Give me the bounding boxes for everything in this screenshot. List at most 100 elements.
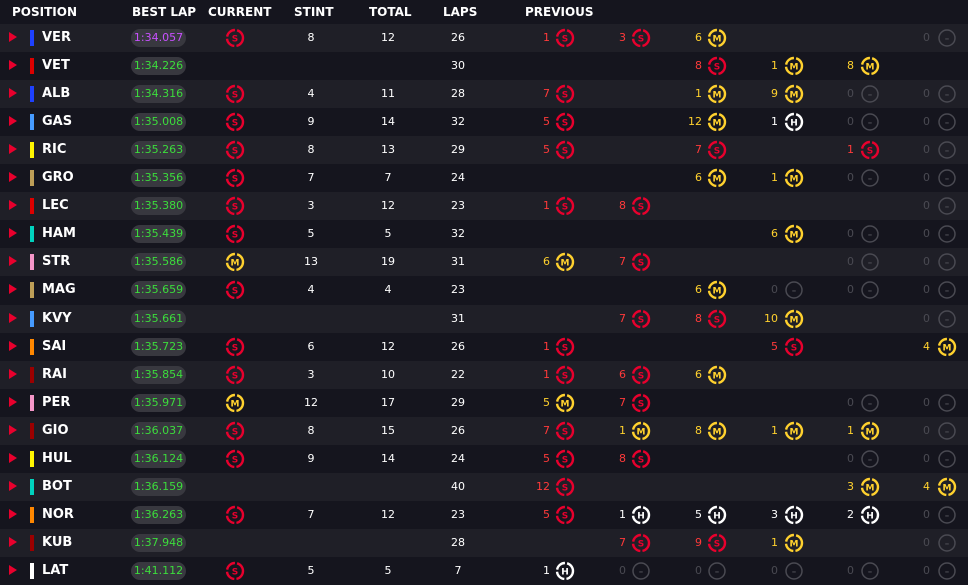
total-laps: 10 — [381, 367, 395, 381]
table-row[interactable]: MAG 1:35.659 S 4 4 23 6 M 0 – 0 – 0 – — [0, 276, 968, 305]
expand-arrow-icon[interactable] — [9, 312, 17, 323]
table-row[interactable]: GIO 1:36.037 S 8 15 26 7 S 1 M 8 M 1 M 1 M 0… — [0, 416, 968, 445]
svg-text:M: M — [790, 539, 799, 549]
header-stint[interactable]: STINT — [294, 5, 334, 19]
svg-text:M: M — [713, 35, 722, 45]
table-row[interactable]: PER 1:35.971 M 12 17 29 5 M 7 S 0 – 0 – — [0, 388, 968, 417]
table-row[interactable]: SAI 1:35.723 S 6 12 26 1 S 5 S 4 M — [0, 332, 968, 361]
previous-tyre-icon: H — [860, 505, 880, 525]
previous-stint-laps: 9 — [695, 535, 702, 549]
svg-text:M: M — [713, 427, 722, 437]
expand-arrow-icon[interactable] — [9, 396, 17, 407]
header-position[interactable]: POSITION — [12, 5, 77, 19]
header-best-lap[interactable]: BEST LAP — [132, 5, 197, 19]
previous-tyre-icon: – — [860, 168, 880, 188]
total-laps: 11 — [381, 87, 395, 101]
expand-arrow-icon[interactable] — [9, 284, 17, 295]
previous-tyre-icon: – — [860, 224, 880, 244]
header-current[interactable]: CURRENT — [208, 5, 272, 19]
expand-arrow-icon[interactable] — [9, 424, 17, 435]
svg-text:M: M — [637, 427, 646, 437]
svg-text:–: – — [715, 568, 720, 578]
expand-arrow-icon[interactable] — [9, 508, 17, 519]
previous-tyre-icon: – — [784, 561, 804, 581]
svg-text:S: S — [232, 119, 238, 129]
expand-arrow-icon[interactable] — [9, 172, 17, 183]
table-row[interactable]: KVY 1:35.661 31 7 S 8 S 10 M 0 – — [0, 304, 968, 333]
expand-arrow-icon[interactable] — [9, 536, 17, 547]
table-row[interactable]: BOT 1:36.159 40 12 S 3 M 4 M — [0, 472, 968, 501]
previous-stint-laps: 1 — [771, 423, 778, 437]
expand-arrow-icon[interactable] — [9, 116, 17, 127]
table-row[interactable]: NOR 1:36.263 S 7 12 23 5 S 1 H 5 H 3 H 2 H 0… — [0, 500, 968, 529]
driver-code: RIC — [42, 142, 67, 158]
total-laps: 7 — [384, 171, 392, 185]
table-row[interactable]: GRO 1:35.356 S 7 7 24 6 M 1 M 0 – 0 – — [0, 164, 968, 193]
table-row[interactable]: ALB 1:34.316 S 4 11 28 7 S 1 M 9 M 0 – 0 – — [0, 80, 968, 109]
header-total[interactable]: TOTAL — [369, 5, 412, 19]
expand-arrow-icon[interactable] — [9, 88, 17, 99]
expand-arrow-icon[interactable] — [9, 564, 17, 575]
table-row[interactable]: VER 1:34.057 S 8 12 26 1 S 3 S 6 M 0 – — [0, 24, 968, 52]
previous-tyre-icon: M — [555, 252, 575, 272]
svg-text:M: M — [561, 259, 570, 269]
svg-text:S: S — [232, 371, 238, 381]
table-row[interactable]: LAT 1:41.112 S 5 5 7 1 H 0 – 0 – 0 – 0 – 0 – — [0, 556, 968, 585]
previous-tyre-icon: – — [860, 561, 880, 581]
expand-arrow-icon[interactable] — [9, 60, 17, 71]
svg-text:M: M — [790, 63, 799, 73]
previous-tyre-icon: S — [707, 56, 727, 76]
current-tyre-icon: S — [225, 449, 245, 469]
expand-arrow-icon[interactable] — [9, 256, 17, 267]
expand-arrow-icon[interactable] — [9, 200, 17, 211]
header-laps[interactable]: LAPS — [443, 5, 478, 19]
team-color-bar — [30, 198, 34, 215]
previous-tyre-icon: S — [555, 196, 575, 216]
table-row[interactable]: HUL 1:36.124 S 9 14 24 5 S 8 S 0 – 0 – — [0, 444, 968, 473]
previous-tyre-icon: – — [937, 561, 957, 581]
expand-arrow-icon[interactable] — [9, 32, 17, 42]
previous-stint-laps: 0 — [847, 227, 854, 241]
previous-stint-laps: 5 — [543, 507, 550, 521]
team-color-bar — [30, 394, 34, 411]
expand-arrow-icon[interactable] — [9, 480, 17, 491]
previous-stint-laps: 8 — [847, 59, 854, 73]
previous-stint-laps: 6 — [695, 283, 702, 297]
expand-arrow-icon[interactable] — [9, 228, 17, 239]
table-row[interactable]: LEC 1:35.380 S 3 12 23 1 S 8 S 0 – — [0, 192, 968, 221]
driver-code: LEC — [42, 198, 69, 214]
header-previous[interactable]: PREVIOUS — [525, 5, 594, 19]
svg-text:S: S — [562, 203, 568, 213]
laps-count: 23 — [451, 507, 465, 521]
expand-arrow-icon[interactable] — [9, 452, 17, 463]
previous-stint-laps: 1 — [619, 507, 626, 521]
previous-stint-laps: 0 — [923, 507, 930, 521]
best-lap-time: 1:35.723 — [131, 337, 186, 356]
table-row[interactable]: STR 1:35.586 M 13 19 31 6 M 7 S 0 – 0 – — [0, 248, 968, 277]
previous-stint-laps: 5 — [543, 143, 550, 157]
previous-stint-laps: 6 — [695, 31, 702, 44]
previous-stint-laps: 1 — [771, 59, 778, 73]
expand-arrow-icon[interactable] — [9, 368, 17, 379]
expand-arrow-icon[interactable] — [9, 144, 17, 155]
svg-text:S: S — [714, 539, 720, 549]
stint-laps: 9 — [307, 451, 315, 465]
svg-text:–: – — [945, 287, 950, 297]
previous-tyre-icon: M — [860, 477, 880, 497]
laps-count: 22 — [451, 367, 465, 381]
table-row[interactable]: HAM 1:35.439 S 5 5 32 6 M 0 – 0 – — [0, 220, 968, 249]
table-row[interactable]: RIC 1:35.263 S 8 13 29 5 S 7 S 1 S 0 – — [0, 136, 968, 165]
svg-text:–: – — [792, 568, 797, 578]
svg-text:–: – — [868, 231, 873, 241]
previous-tyre-icon: – — [937, 449, 957, 469]
previous-stint-laps: 5 — [543, 451, 550, 465]
table-row[interactable]: VET 1:34.226 30 8 S 1 M 8 M — [0, 52, 968, 81]
table-row[interactable]: KUB 1:37.948 28 7 S 9 S 1 M 0 – — [0, 528, 968, 557]
svg-text:S: S — [638, 455, 644, 465]
driver-code: VER — [42, 30, 71, 45]
expand-arrow-icon[interactable] — [9, 340, 17, 351]
table-row[interactable]: RAI 1:35.854 S 3 10 22 1 S 6 S 6 M — [0, 360, 968, 389]
previous-stint-laps: 0 — [923, 171, 930, 185]
table-row[interactable]: GAS 1:35.008 S 9 14 32 5 S 12 M 1 H 0 – 0 – — [0, 108, 968, 137]
